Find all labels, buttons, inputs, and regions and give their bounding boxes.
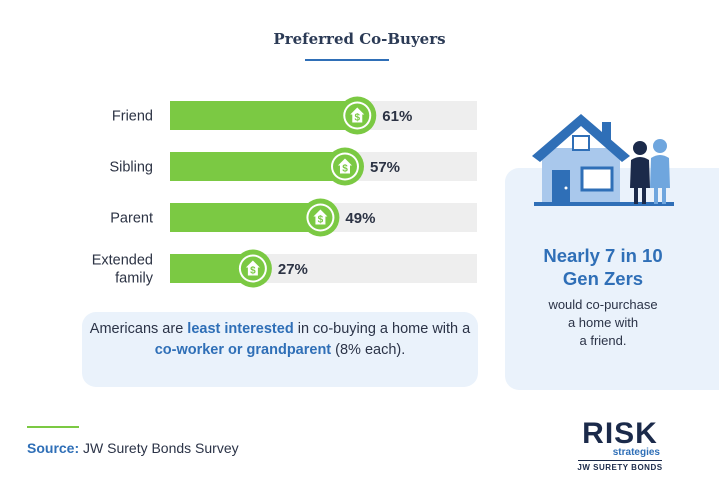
- data-label: 61%: [382, 108, 412, 125]
- note-highlight-least-interested: least interested: [187, 321, 294, 337]
- note-text-1: Americans are: [89, 321, 188, 337]
- stat-description: would co-purchase a home with a friend.: [505, 296, 701, 350]
- logo-subtitle: strategies: [612, 447, 660, 458]
- house-dollar-icon: $: [338, 96, 377, 135]
- category-label: Sibling: [109, 160, 153, 176]
- title-underline: [305, 59, 389, 61]
- bar: [170, 203, 321, 232]
- svg-text:$: $: [250, 266, 256, 277]
- note-text-3: (8% each).: [331, 342, 406, 358]
- house-dollar-icon: $: [325, 147, 364, 186]
- data-label: 57%: [370, 159, 400, 176]
- stat-description-line-2: a home with: [567, 315, 639, 330]
- data-label: 27%: [278, 261, 308, 278]
- source-divider: [27, 426, 79, 428]
- stat-headline: Nearly 7 in 10 Gen Zers: [505, 244, 701, 290]
- stat-description-line-3: a friend.: [579, 333, 627, 348]
- logo-wordmark: RISK: [582, 417, 658, 450]
- category-label: family: [115, 271, 154, 287]
- category-label: Friend: [112, 109, 153, 125]
- stat-headline-line-2: Gen Zers: [562, 268, 644, 289]
- stat-description-line-1: would co-purchase: [548, 297, 658, 312]
- note-callout: Americans are least interested in co-buy…: [82, 312, 478, 387]
- category-label: Extended: [92, 253, 153, 269]
- svg-text:$: $: [318, 215, 324, 226]
- note-highlight-coworker-grandparent: co-worker or grandparent: [154, 342, 332, 358]
- house-with-people-icon: [532, 114, 674, 206]
- bar: [170, 101, 358, 130]
- bar: [170, 152, 345, 181]
- house-dollar-icon: $: [233, 249, 272, 288]
- source-citation: Source: JW Surety Bonds Survey: [27, 440, 239, 456]
- bar-chart: $61% Friend $ 57% Sibling $ 49% Parent $ 27% Exten…: [92, 96, 477, 288]
- note-text-2: in co-buying a home with a: [293, 321, 471, 337]
- data-label: 49%: [345, 210, 375, 227]
- category-label: Parent: [110, 211, 153, 227]
- house-dollar-icon: $: [301, 198, 340, 237]
- svg-text:$: $: [354, 113, 360, 124]
- logo-tagline: JW SURETY BONDS: [577, 463, 663, 472]
- brand-logo: RISK strategies JW SURETY BONDS: [560, 418, 680, 478]
- chart-title: Preferred Co-Buyers: [273, 30, 446, 48]
- source-lead: Source:: [27, 440, 80, 456]
- logo-divider: [578, 460, 662, 461]
- svg-text:$: $: [342, 164, 348, 175]
- stat-headline-line-1: Nearly 7 in 10: [543, 245, 663, 266]
- source-text: JW Surety Bonds Survey: [79, 440, 239, 456]
